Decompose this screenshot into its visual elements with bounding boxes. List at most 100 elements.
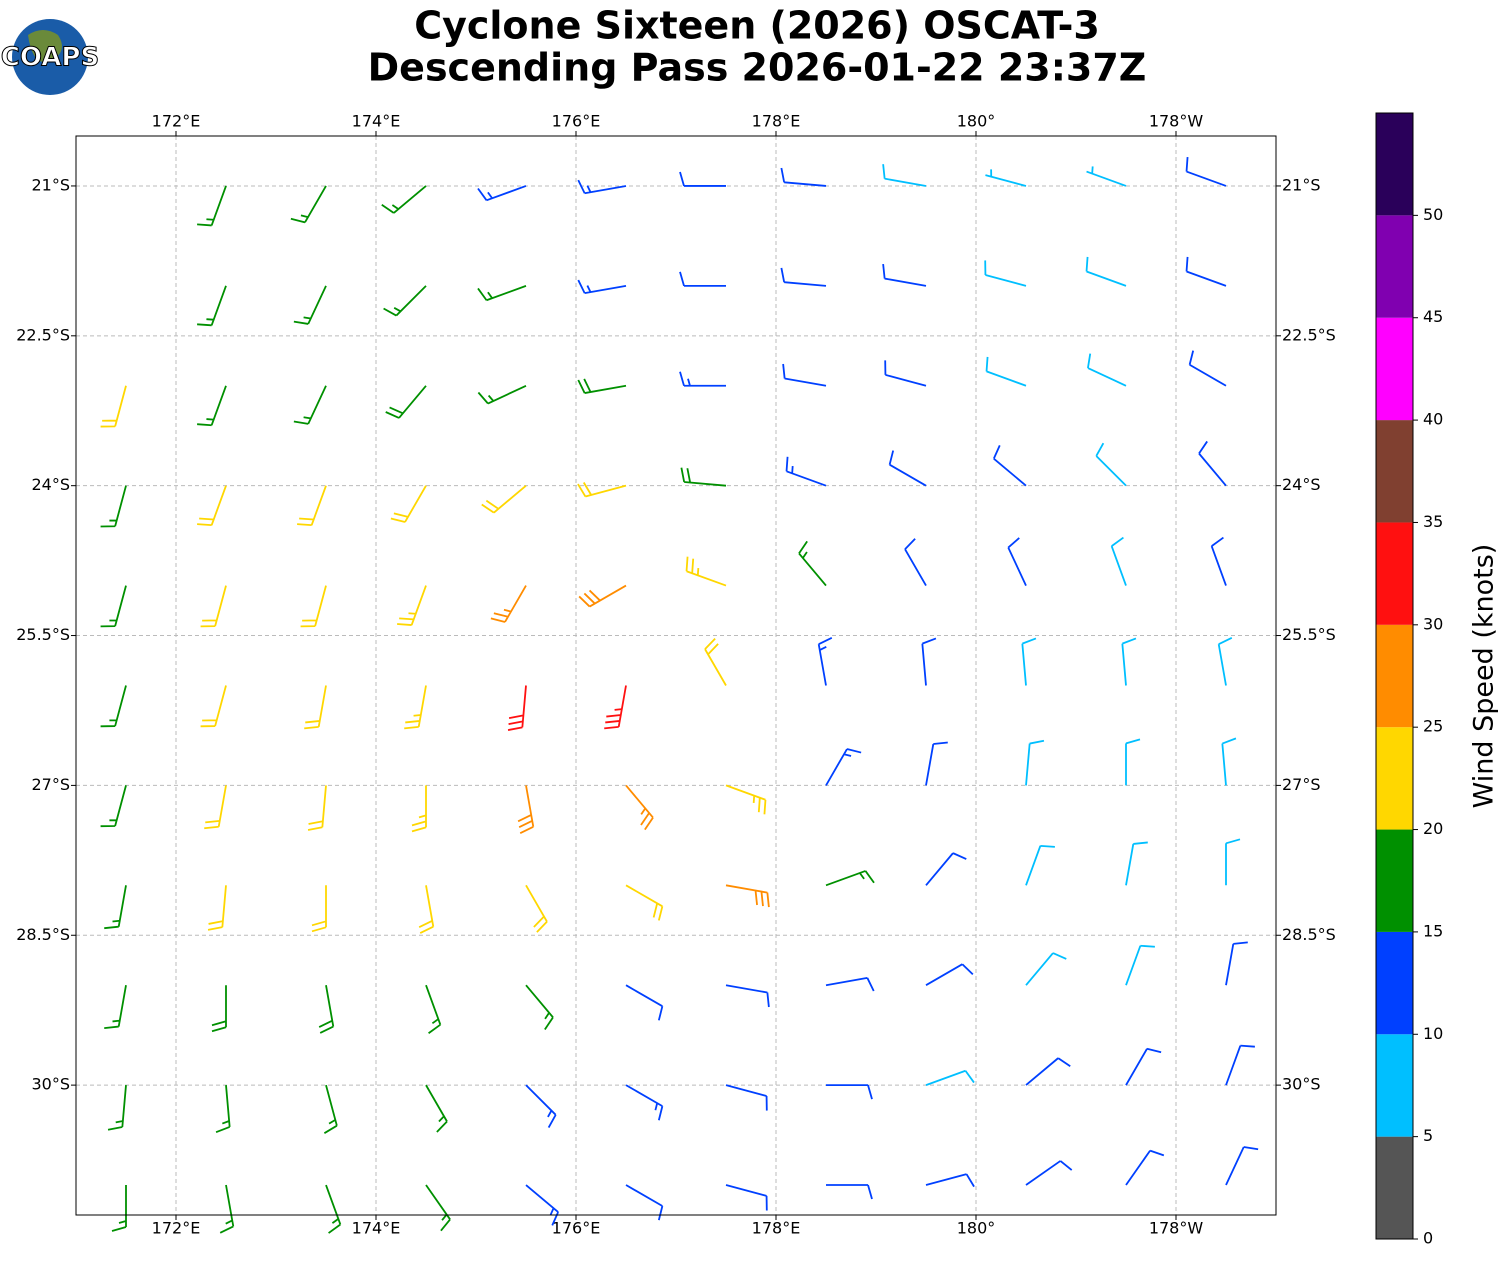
wind-barb: [293, 285, 327, 325]
wind-barb: [293, 385, 327, 425]
wind-barb: [925, 1069, 975, 1086]
wind-barb: [100, 585, 127, 628]
wind-barb: [679, 171, 726, 187]
wind-barb: [1025, 1057, 1071, 1086]
wind-barb: [525, 884, 548, 933]
wind-barb: [577, 378, 627, 394]
wind-barb: [204, 785, 227, 830]
wind-barb: [318, 985, 335, 1034]
wind-barb: [425, 984, 442, 1034]
colorbar-tick-label: 10: [1423, 1024, 1443, 1043]
y-tick-label: 24°S: [31, 475, 70, 494]
colorbar-swatch: [1376, 420, 1413, 523]
wind-barb: [383, 285, 427, 317]
wind-barb: [323, 1084, 338, 1134]
y-tick-label: 25.5°S: [1282, 625, 1336, 644]
y-tick-label: 30°S: [31, 1075, 70, 1094]
x-tick-label: 174°E: [352, 112, 401, 131]
wind-barb: [904, 538, 927, 587]
colorbar-tick-label: 35: [1423, 512, 1443, 531]
wind-barb: [425, 1184, 451, 1232]
wind-barb: [197, 485, 227, 527]
wind-barb: [200, 585, 227, 628]
colorbar-swatch: [1376, 1136, 1413, 1239]
wind-barb: [577, 179, 627, 195]
wind-barb: [985, 169, 1027, 187]
colorbar-swatch: [1376, 727, 1413, 830]
wind-barb: [725, 884, 770, 908]
wind-barb: [307, 785, 327, 831]
wind-barb: [197, 285, 227, 327]
wind-barb: [290, 185, 327, 224]
logo: COAPS: [0, 19, 100, 95]
y-tick-label: 27°S: [1282, 775, 1321, 794]
colorbar-tick-label: 20: [1423, 819, 1443, 838]
y-tick-label: 30°S: [1282, 1075, 1321, 1094]
wind-barb: [782, 363, 827, 387]
wind-barb: [525, 1184, 559, 1226]
wind-barb: [625, 784, 654, 831]
y-tick-label: 21°S: [31, 175, 70, 194]
wind-barb: [1085, 256, 1127, 287]
wind-barb: [1185, 157, 1227, 187]
wind-barb: [680, 467, 727, 487]
wind-barb: [817, 636, 833, 686]
wind-barb: [297, 485, 327, 527]
wind-barb: [1121, 637, 1137, 686]
wind-barb: [1125, 1149, 1165, 1186]
y-tick-label: 27°S: [31, 775, 70, 794]
wind-barb: [200, 685, 227, 728]
wind-barb: [477, 185, 527, 202]
wind-barb: [825, 977, 875, 992]
x-tick-label: 180°: [957, 1219, 996, 1238]
wind-barb: [1025, 952, 1067, 986]
wind-barb: [1217, 636, 1233, 686]
colorbar-tick-label: 45: [1423, 307, 1443, 326]
wind-barb: [725, 984, 770, 1008]
x-tick-label: 178°W: [1149, 112, 1204, 131]
wind-barb: [425, 1084, 448, 1133]
wind-barb: [207, 885, 227, 931]
wind-barb: [481, 484, 527, 514]
wind-barb: [604, 685, 627, 730]
wind-barb: [477, 384, 527, 405]
x-tick-label: 172°E: [152, 1219, 201, 1238]
x-tick-label: 176°E: [552, 1219, 601, 1238]
wind-barb: [311, 885, 327, 933]
wind-barb: [882, 164, 927, 187]
wind-barb: [780, 267, 827, 287]
wind-barb: [679, 371, 726, 387]
wind-barb: [888, 450, 927, 487]
wind-barb: [1125, 841, 1148, 886]
wind-barb: [1025, 844, 1055, 886]
wind-barb: [490, 585, 527, 623]
wind-barb: [100, 485, 127, 528]
wind-barb: [300, 585, 327, 628]
colorbar-tick-label: 5: [1423, 1126, 1433, 1145]
wind-barb: [304, 685, 327, 730]
wind-barb: [211, 985, 227, 1033]
logo-land: [28, 30, 62, 63]
wind-barb: [1087, 353, 1127, 387]
x-tick-label: 178°W: [1149, 1219, 1204, 1238]
wind-barb: [1221, 737, 1237, 786]
wind-barb: [1095, 442, 1127, 487]
colorbar-tick-label: 15: [1423, 921, 1443, 940]
wind-barb: [507, 685, 527, 731]
wind-barb: [984, 260, 1027, 287]
wind-barb: [1110, 536, 1127, 586]
wind-barb: [1086, 166, 1127, 187]
y-tick-label: 28.5°S: [16, 925, 70, 944]
wind-barb: [577, 279, 627, 295]
wind-barb: [882, 263, 927, 287]
wind-barb: [993, 445, 1027, 487]
wind-barb: [725, 1184, 768, 1211]
wind-barb: [1225, 1044, 1255, 1086]
y-tick-label: 28.5°S: [1282, 925, 1336, 944]
wind-barb: [725, 784, 767, 815]
wind-barb: [381, 185, 427, 214]
y-tick-label: 22.5°S: [1282, 325, 1336, 344]
wind-barb: [826, 1084, 873, 1100]
wind-barb: [1125, 944, 1155, 986]
